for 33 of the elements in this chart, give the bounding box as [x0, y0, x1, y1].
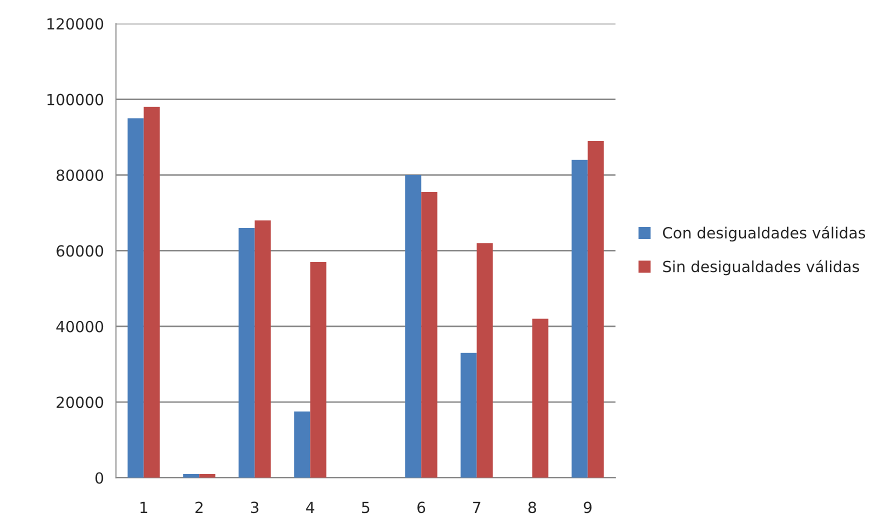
- x-tick-label: 4: [306, 502, 314, 513]
- y-tick-label: 120000: [48, 18, 104, 30]
- bar: [460, 352, 477, 478]
- bar: [199, 474, 216, 478]
- bar: [572, 160, 588, 478]
- x-tick-label: 2: [195, 502, 203, 513]
- y-tick-label: 20000: [56, 396, 104, 408]
- bar: [405, 175, 422, 478]
- x-tick-label: 9: [584, 502, 592, 514]
- y-tick-label: 0: [95, 472, 104, 484]
- x-tick-label: 3: [251, 502, 258, 514]
- bar: [254, 220, 271, 478]
- y-tick-label: 40000: [56, 320, 104, 332]
- x-tick-label: 1: [140, 502, 148, 513]
- bar: [421, 192, 438, 478]
- bar: [294, 412, 310, 478]
- x-tick-label: 6: [417, 502, 426, 514]
- y-tick-label: 100000: [48, 94, 104, 106]
- y-tick-label: 80000: [56, 169, 104, 182]
- legend-label: Sin desigualdades válidas: [663, 260, 860, 276]
- bar: [238, 228, 255, 478]
- bar: [144, 106, 160, 478]
- bar: [476, 243, 493, 478]
- bar: [588, 140, 604, 478]
- x-tick-label: 7: [473, 502, 480, 513]
- y-tick-label: 60000: [56, 245, 104, 257]
- bar: [183, 474, 200, 478]
- x-tick-label: 5: [362, 502, 370, 514]
- bar: [310, 262, 326, 478]
- legend-label: Con desigualdades válidas: [662, 226, 866, 242]
- x-tick-label: 8: [528, 502, 536, 514]
- bar: [128, 118, 144, 478]
- bar: [532, 318, 548, 478]
